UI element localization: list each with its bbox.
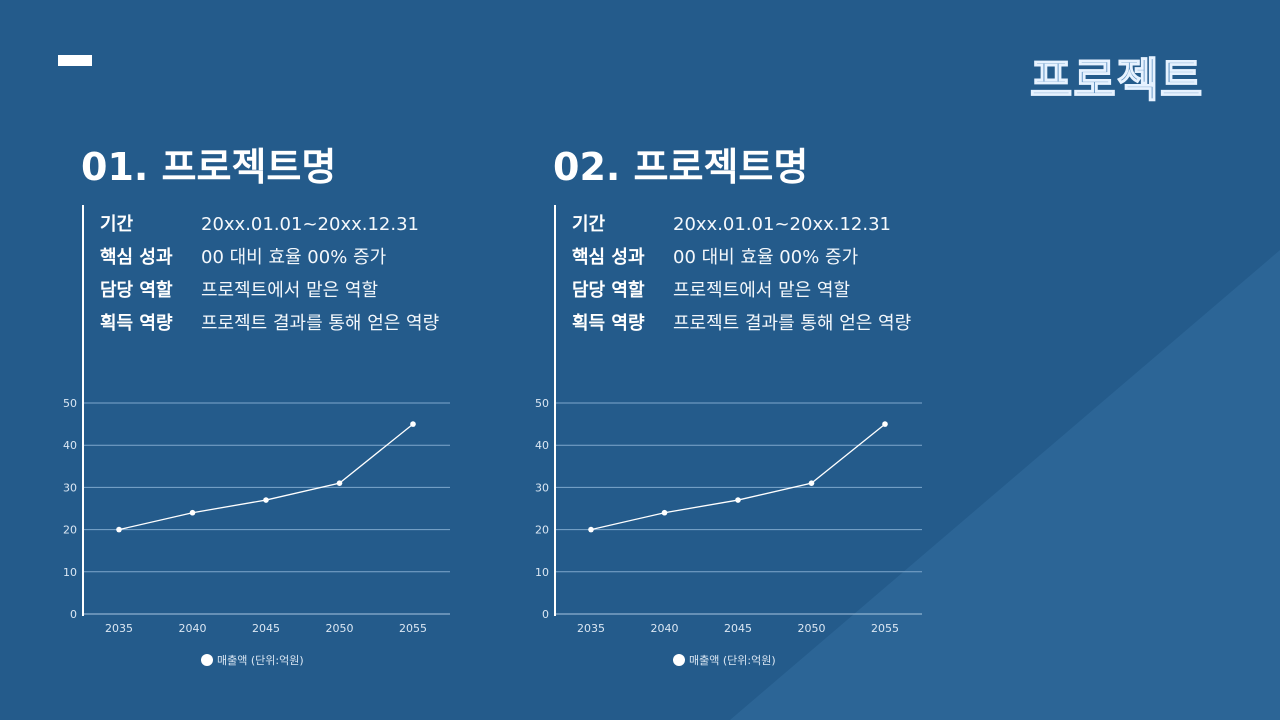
- info-value: 프로젝트 결과를 통해 얻은 역량: [201, 313, 440, 334]
- info-value: 프로젝트에서 맡은 역할: [673, 280, 851, 301]
- brand-title: 프로젝트: [1029, 52, 1204, 107]
- info-label: 획득 역량: [572, 313, 645, 334]
- y-tick-label: 20: [535, 524, 549, 537]
- info-label: 핵심 성과: [100, 247, 173, 268]
- legend-label: 매출액 (단위:억원): [217, 654, 304, 667]
- legend-marker: [201, 654, 213, 666]
- info-label: 담당 역할: [572, 280, 645, 301]
- y-tick-label: 20: [63, 524, 77, 537]
- x-tick-label: 2045: [252, 622, 280, 635]
- series-line: [590, 423, 886, 531]
- info-label: 획득 역량: [100, 313, 173, 334]
- x-tick-label: 2035: [577, 622, 605, 635]
- x-tick-label: 2040: [651, 622, 679, 635]
- y-tick-label: 40: [535, 439, 549, 452]
- info-row: 획득 역량 프로젝트 결과를 통해 얻은 역량: [100, 307, 439, 340]
- info-row: 기간 20xx.01.01~20xx.12.31: [572, 208, 911, 241]
- project-title: 01. 프로젝트명: [81, 145, 337, 189]
- y-tick-label: 10: [63, 566, 77, 579]
- x-tick-label: 2055: [399, 622, 427, 635]
- data-point: [882, 421, 888, 427]
- x-tick-label: 2050: [798, 622, 826, 635]
- data-point: [661, 509, 668, 516]
- info-row: 획득 역량 프로젝트 결과를 통해 얻은 역량: [572, 307, 911, 340]
- chart-legend: 매출액 (단위:억원): [673, 652, 776, 668]
- project-info: 기간 20xx.01.01~20xx.12.31 핵심 성과 00 대비 효율 00%…: [100, 208, 439, 340]
- data-point: [410, 421, 416, 427]
- y-axis-line: [554, 205, 556, 616]
- x-tick-label: 2040: [179, 622, 207, 635]
- info-label: 담당 역할: [100, 280, 173, 301]
- info-row: 기간 20xx.01.01~20xx.12.31: [100, 208, 439, 241]
- info-row: 핵심 성과 00 대비 효율 00% 증가: [572, 241, 911, 274]
- data-point: [735, 497, 741, 503]
- info-label: 기간: [572, 214, 606, 235]
- y-tick-label: 50: [535, 397, 549, 410]
- info-label: 핵심 성과: [572, 247, 645, 268]
- chart-legend: 매출액 (단위:억원): [201, 652, 304, 668]
- x-tick-label: 2045: [724, 622, 752, 635]
- line-chart: 0 10 20 30 40 50 2035 2040 2045 2050 2055: [535, 397, 922, 635]
- accent-bar: [58, 55, 92, 66]
- info-value: 20xx.01.01~20xx.12.31: [673, 214, 892, 235]
- y-tick-label: 40: [63, 439, 77, 452]
- x-tick-label: 2055: [871, 622, 899, 635]
- data-point: [263, 497, 269, 503]
- y-tick-label: 30: [63, 481, 77, 494]
- y-tick-label: 30: [535, 481, 549, 494]
- legend-marker: [673, 654, 685, 666]
- y-axis-line: [82, 205, 84, 616]
- data-point: [336, 480, 343, 486]
- data-point: [189, 509, 196, 516]
- data-point: [588, 526, 594, 533]
- data-point: [808, 480, 815, 486]
- info-row: 담당 역할 프로젝트에서 맡은 역할: [100, 274, 439, 307]
- project-title: 02. 프로젝트명: [553, 145, 809, 189]
- info-value: 프로젝트 결과를 통해 얻은 역량: [673, 313, 912, 334]
- info-row: 담당 역할 프로젝트에서 맡은 역할: [572, 274, 911, 307]
- project-info: 기간 20xx.01.01~20xx.12.31 핵심 성과 00 대비 효율 00%…: [572, 208, 911, 340]
- legend-label: 매출액 (단위:억원): [689, 654, 776, 667]
- info-value: 00 대비 효율 00% 증가: [673, 247, 859, 268]
- y-tick-label: 50: [63, 397, 77, 410]
- x-tick-label: 2050: [326, 622, 354, 635]
- x-tick-label: 2035: [105, 622, 133, 635]
- info-value: 프로젝트에서 맡은 역할: [201, 280, 379, 301]
- data-point: [116, 526, 122, 533]
- y-tick-label: 0: [542, 608, 549, 621]
- info-value: 00 대비 효율 00% 증가: [201, 247, 387, 268]
- line-chart: 0 10 20 30 40 50 2035 2040 2045 2050 2055: [63, 397, 450, 635]
- info-value: 20xx.01.01~20xx.12.31: [201, 214, 420, 235]
- info-label: 기간: [100, 214, 134, 235]
- info-row: 핵심 성과 00 대비 효율 00% 증가: [100, 241, 439, 274]
- y-tick-label: 10: [535, 566, 549, 579]
- y-tick-label: 0: [70, 608, 77, 621]
